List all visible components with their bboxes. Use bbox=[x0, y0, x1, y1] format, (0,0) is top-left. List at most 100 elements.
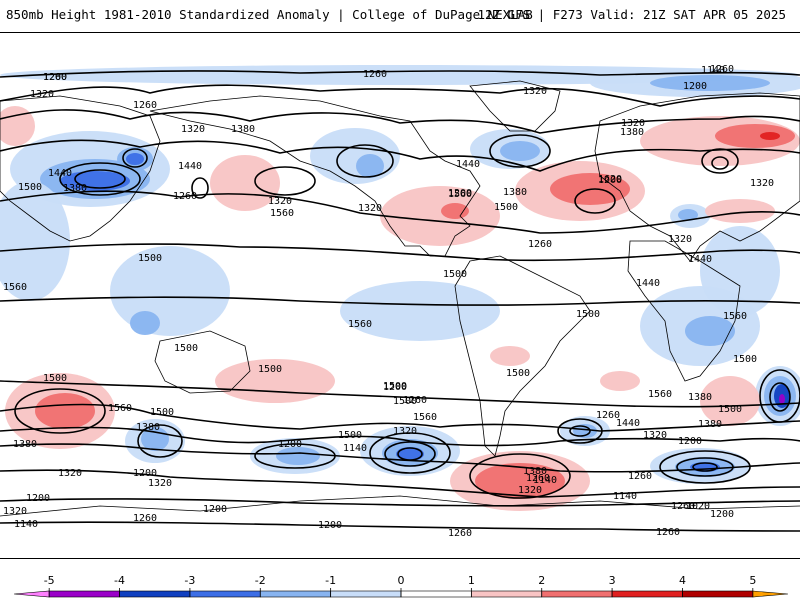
coastlines bbox=[0, 80, 800, 517]
height-contour-ring bbox=[692, 462, 718, 472]
negative-anomaly-area bbox=[779, 394, 785, 404]
height-contour-ring bbox=[569, 425, 591, 437]
contour-label: 1260 bbox=[133, 100, 157, 111]
contour-label: 1560 bbox=[448, 189, 472, 200]
contour-label: 1500 bbox=[733, 354, 757, 365]
contour-label: 1260 bbox=[363, 69, 387, 80]
contour-label: 1500 bbox=[576, 309, 600, 320]
model-run-info: 12Z GFS | F273 Valid: 21Z SAT APR 05 202… bbox=[477, 7, 786, 22]
colorbar-segment bbox=[13, 590, 50, 598]
contour-label: 1260 bbox=[43, 72, 67, 83]
contour-label: 1320 bbox=[148, 478, 172, 489]
contour-label: 1440 bbox=[48, 168, 72, 179]
positive-anomaly-area bbox=[0, 106, 35, 146]
contour-label: 1320 bbox=[621, 118, 645, 129]
contour-label: 1500 bbox=[174, 343, 198, 354]
contour-label: 1500 bbox=[443, 269, 467, 280]
colorbar-segment bbox=[752, 590, 789, 598]
positive-anomaly-area bbox=[705, 199, 775, 223]
height-contour bbox=[0, 403, 800, 432]
positive-anomaly-area bbox=[441, 203, 469, 219]
contour-label: 1260 bbox=[528, 239, 552, 250]
height-contour-ring bbox=[574, 188, 616, 214]
height-contour-ring bbox=[122, 148, 148, 168]
contour-label: 1200 bbox=[683, 81, 707, 92]
height-contour bbox=[0, 139, 800, 172]
contour-label: 1200 bbox=[203, 504, 227, 515]
colorbar-tick-label: -1 bbox=[325, 574, 336, 587]
contour-label: 1380 bbox=[503, 187, 527, 198]
negative-anomaly-area bbox=[356, 154, 384, 178]
contour-label: 1500 bbox=[43, 373, 67, 384]
coastline bbox=[0, 95, 161, 242]
contour-label: 1200 bbox=[383, 382, 407, 393]
contour-label: 1320 bbox=[30, 89, 54, 100]
negative-anomaly-area bbox=[126, 153, 144, 165]
height-contour-ring bbox=[676, 457, 734, 477]
contour-label: 1260 bbox=[133, 513, 157, 524]
contour-label: 1380 bbox=[63, 183, 87, 194]
coastline bbox=[0, 495, 800, 517]
height-contour bbox=[0, 380, 800, 408]
contour-label: 1380 bbox=[136, 422, 160, 433]
contour-label: 1200 bbox=[278, 439, 302, 450]
contour-label: 1440 bbox=[688, 254, 712, 265]
colorbar-tick-label: -5 bbox=[44, 574, 55, 587]
map-canvas: 1200 1320 1260 1320 1380 1440 1320 1260 1260 1440… bbox=[0, 64, 800, 539]
height-contour-ring bbox=[759, 369, 800, 423]
colorbar-segment bbox=[48, 590, 120, 598]
contour-labels: 1200 1320 1260 1320 1380 1440 1320 1260 1260 1440… bbox=[3, 64, 774, 539]
colorbar-tick-label: 2 bbox=[538, 574, 545, 587]
colorbar-segment bbox=[541, 590, 613, 598]
colorbar-tick-label: 0 bbox=[398, 574, 405, 587]
negative-anomaly-shading bbox=[0, 65, 800, 484]
contour-label: 1260 bbox=[596, 410, 620, 421]
colorbar-segment bbox=[611, 590, 683, 598]
contour-label: 1260 bbox=[656, 527, 680, 538]
positive-anomaly-area bbox=[760, 132, 780, 140]
height-contour-ring bbox=[59, 162, 141, 196]
colorbar-segment bbox=[119, 590, 191, 598]
positive-anomaly-area bbox=[490, 346, 530, 366]
contour-label: 1140 bbox=[701, 65, 725, 76]
contour-label: 1500 bbox=[338, 430, 362, 441]
height-contour-ring bbox=[254, 166, 316, 196]
height-contour-ring bbox=[701, 148, 739, 174]
contour-label: 1500 bbox=[506, 368, 530, 379]
contour-label: 1260 bbox=[671, 501, 695, 512]
height-contour bbox=[0, 243, 800, 262]
positive-anomaly-area bbox=[600, 371, 640, 391]
height-contour-ring bbox=[469, 453, 571, 499]
contour-label: 1200 bbox=[678, 436, 702, 447]
negative-anomaly-area bbox=[650, 75, 770, 91]
negative-anomaly-area bbox=[573, 424, 597, 438]
contour-label: 1620 bbox=[598, 174, 622, 185]
colorbar-segment bbox=[259, 590, 331, 598]
height-contour-ring bbox=[191, 177, 209, 199]
contour-label: 1260 bbox=[628, 471, 652, 482]
contour-label: 1140 bbox=[343, 443, 367, 454]
map-title: 850mb Height 1981-2010 Standardized Anom… bbox=[6, 7, 533, 22]
negative-anomaly-area bbox=[340, 281, 500, 341]
contour-label: 1320 bbox=[268, 196, 292, 207]
height-contour-ring bbox=[711, 156, 729, 170]
colorbar: -5 -4 -3 -2 -1 0 1 2 3 4 5 bbox=[0, 560, 800, 600]
colorbar-canvas: -5 -4 -3 -2 -1 0 1 2 3 4 5 bbox=[13, 574, 789, 598]
height-contour bbox=[0, 443, 800, 473]
positive-anomaly-area bbox=[700, 376, 760, 426]
contour-label: 1140 bbox=[533, 475, 557, 486]
contour-label: 1260 bbox=[403, 395, 427, 406]
height-contour-ring bbox=[369, 432, 451, 474]
height-contour bbox=[0, 190, 800, 234]
height-contour-ring bbox=[557, 418, 603, 444]
height-contour-ring bbox=[769, 382, 791, 412]
contour-label: 1500 bbox=[494, 202, 518, 213]
height-contour-ring bbox=[137, 424, 183, 458]
contour-label: 1560 bbox=[3, 282, 27, 293]
contour-label: 1320 bbox=[58, 468, 82, 479]
coastline bbox=[154, 330, 251, 394]
colorbar-segment bbox=[400, 590, 472, 598]
contour-label: 1560 bbox=[648, 389, 672, 400]
anomaly-map: 1200 1320 1260 1320 1380 1440 1320 1260 1260 1440… bbox=[0, 32, 800, 559]
height-contour-ring bbox=[384, 441, 436, 467]
